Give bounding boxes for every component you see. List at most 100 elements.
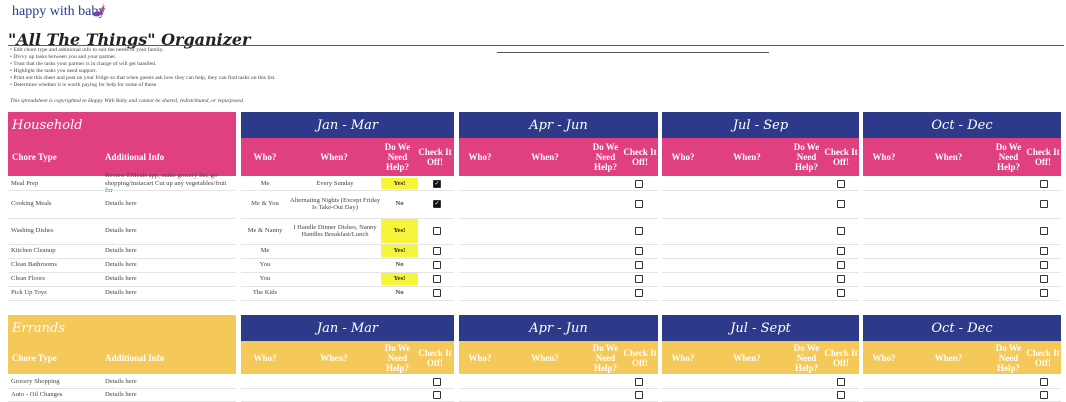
checkbox[interactable] bbox=[837, 289, 845, 297]
checkbox[interactable] bbox=[635, 180, 643, 188]
quarter-subheader-q2: Who? When? Do We Need Help? Check It Off… bbox=[459, 138, 658, 176]
instructions-list: • Edit chore type and additional info to… bbox=[10, 47, 276, 88]
col-additional-info: Additional Info bbox=[105, 352, 165, 363]
who-cell: You bbox=[259, 275, 271, 283]
table-row: Kitchen Cleanup Details here Me Yes! bbox=[0, 244, 1066, 258]
table-row: Grocery Shopping Details here bbox=[0, 375, 1066, 388]
col-check-it-off: Check It Off! bbox=[623, 147, 657, 167]
checkbox[interactable] bbox=[1040, 261, 1048, 269]
checkbox[interactable] bbox=[1040, 247, 1048, 255]
checkbox[interactable] bbox=[635, 275, 643, 283]
quarter-header-q3: Jul - Sep bbox=[662, 112, 859, 138]
checkbox[interactable] bbox=[433, 378, 441, 386]
checkbox[interactable] bbox=[1040, 275, 1048, 283]
chore-type-cell: Auto - Oil Changes bbox=[11, 390, 63, 398]
col-who: Who? bbox=[671, 152, 695, 162]
checkbox[interactable] bbox=[837, 200, 845, 208]
row-divider bbox=[8, 300, 236, 301]
row-divider bbox=[459, 190, 658, 191]
need-help-cell: No bbox=[395, 261, 404, 269]
name-line bbox=[497, 52, 769, 53]
checkbox[interactable] bbox=[433, 247, 441, 255]
checkbox[interactable] bbox=[635, 261, 643, 269]
table-row: Washing Dishes Details here Me & Nanny I Ha… bbox=[0, 218, 1066, 244]
checkbox[interactable] bbox=[433, 275, 441, 283]
checkbox[interactable] bbox=[635, 378, 643, 386]
checkbox[interactable] bbox=[1040, 289, 1048, 297]
instruction-item: • Highlight the tasks you need support. bbox=[10, 67, 97, 74]
checkbox[interactable] bbox=[1040, 227, 1048, 235]
row-divider bbox=[459, 244, 658, 245]
col-when: When? bbox=[733, 152, 761, 162]
row-divider bbox=[662, 272, 859, 273]
checkbox[interactable] bbox=[635, 200, 643, 208]
when-cell: Every Sunday bbox=[316, 179, 354, 187]
checkbox[interactable] bbox=[837, 261, 845, 269]
chore-type-cell: Pick Up Toys bbox=[11, 289, 47, 297]
row-divider bbox=[459, 286, 658, 287]
row-divider bbox=[8, 272, 236, 273]
row-divider bbox=[241, 300, 454, 301]
errands-subheader-q2: Who? When? Do We Need Help? Check It Off… bbox=[459, 341, 658, 374]
col-check-it-off: Check It Off! bbox=[1026, 147, 1060, 167]
row-divider bbox=[662, 388, 859, 389]
when-cell bbox=[289, 258, 381, 272]
checkbox[interactable] bbox=[635, 289, 643, 297]
errands-subheader-q4: Who? When? Do We Need Help? Check It Off… bbox=[863, 341, 1061, 374]
instruction-item: • Trust that the tasks your partner is i… bbox=[10, 60, 157, 67]
row-divider bbox=[8, 244, 236, 245]
checkbox[interactable] bbox=[433, 227, 441, 235]
col-when: When? bbox=[934, 152, 963, 162]
who-cell: The Kids bbox=[252, 289, 278, 297]
when-cell bbox=[289, 286, 381, 300]
errands-quarter-header-q2: Apr - Jun bbox=[459, 315, 658, 341]
chore-type-cell: Kitchen Cleanup bbox=[11, 247, 56, 255]
checkbox[interactable] bbox=[1040, 378, 1048, 386]
who-cell: Me & You bbox=[251, 200, 279, 208]
copyright-note: This spreadsheet is copyrighted to Happy… bbox=[10, 98, 245, 104]
who-cell: Me bbox=[260, 247, 270, 255]
need-help-cell: No bbox=[395, 289, 404, 297]
row-divider bbox=[662, 300, 859, 301]
checkbox[interactable] bbox=[837, 180, 845, 188]
checkbox[interactable] bbox=[635, 227, 643, 235]
checkbox[interactable] bbox=[1040, 180, 1048, 188]
quarter-header-q2: Apr - Jun bbox=[459, 112, 658, 138]
col-need-help: Do We Need Help? bbox=[793, 342, 820, 373]
checkbox[interactable]: ✓ bbox=[433, 180, 441, 188]
chore-type-cell: Meal Prep bbox=[11, 179, 39, 187]
checkbox[interactable] bbox=[837, 247, 845, 255]
checkbox[interactable] bbox=[1040, 391, 1048, 399]
need-help-cell: Yes! bbox=[381, 245, 418, 257]
quarter-subheader-q3: Who? When? Do We Need Help? Check It Off… bbox=[662, 138, 859, 176]
checkbox[interactable] bbox=[433, 261, 441, 269]
col-when: When? bbox=[320, 152, 348, 162]
checkbox[interactable] bbox=[433, 391, 441, 399]
row-divider bbox=[662, 190, 859, 191]
row-divider bbox=[459, 218, 658, 219]
checkbox[interactable] bbox=[635, 391, 643, 399]
col-need-help: Do We Need Help? bbox=[592, 342, 619, 373]
col-chore-type: Chore Type bbox=[12, 352, 57, 363]
table-row: Cooking Meals Details here Me & You Alterna… bbox=[0, 190, 1066, 218]
checkbox[interactable] bbox=[837, 275, 845, 283]
checkbox[interactable] bbox=[635, 247, 643, 255]
col-when: When? bbox=[531, 152, 559, 162]
row-divider bbox=[8, 190, 236, 191]
checkbox[interactable] bbox=[433, 289, 441, 297]
additional-info-cell: Details here bbox=[105, 227, 137, 235]
checkbox[interactable] bbox=[837, 227, 845, 235]
col-check-it-off: Check It Off! bbox=[824, 147, 858, 167]
row-divider bbox=[662, 218, 859, 219]
checkbox[interactable]: ✓ bbox=[433, 200, 441, 208]
who-cell: You bbox=[259, 261, 271, 269]
checkbox[interactable] bbox=[837, 391, 845, 399]
table-row: Clean Floors Details here You Yes! bbox=[0, 272, 1066, 286]
need-help-cell: Yes! bbox=[381, 178, 418, 189]
col-need-help: Do We Need Help? bbox=[384, 342, 411, 373]
col-check-it-off: Check It Off! bbox=[623, 347, 657, 368]
additional-info-cell: Review EMeals app, make grocery list, go… bbox=[105, 172, 227, 194]
checkbox[interactable] bbox=[1040, 200, 1048, 208]
col-chore-type: Chore Type bbox=[12, 152, 57, 162]
checkbox[interactable] bbox=[837, 378, 845, 386]
